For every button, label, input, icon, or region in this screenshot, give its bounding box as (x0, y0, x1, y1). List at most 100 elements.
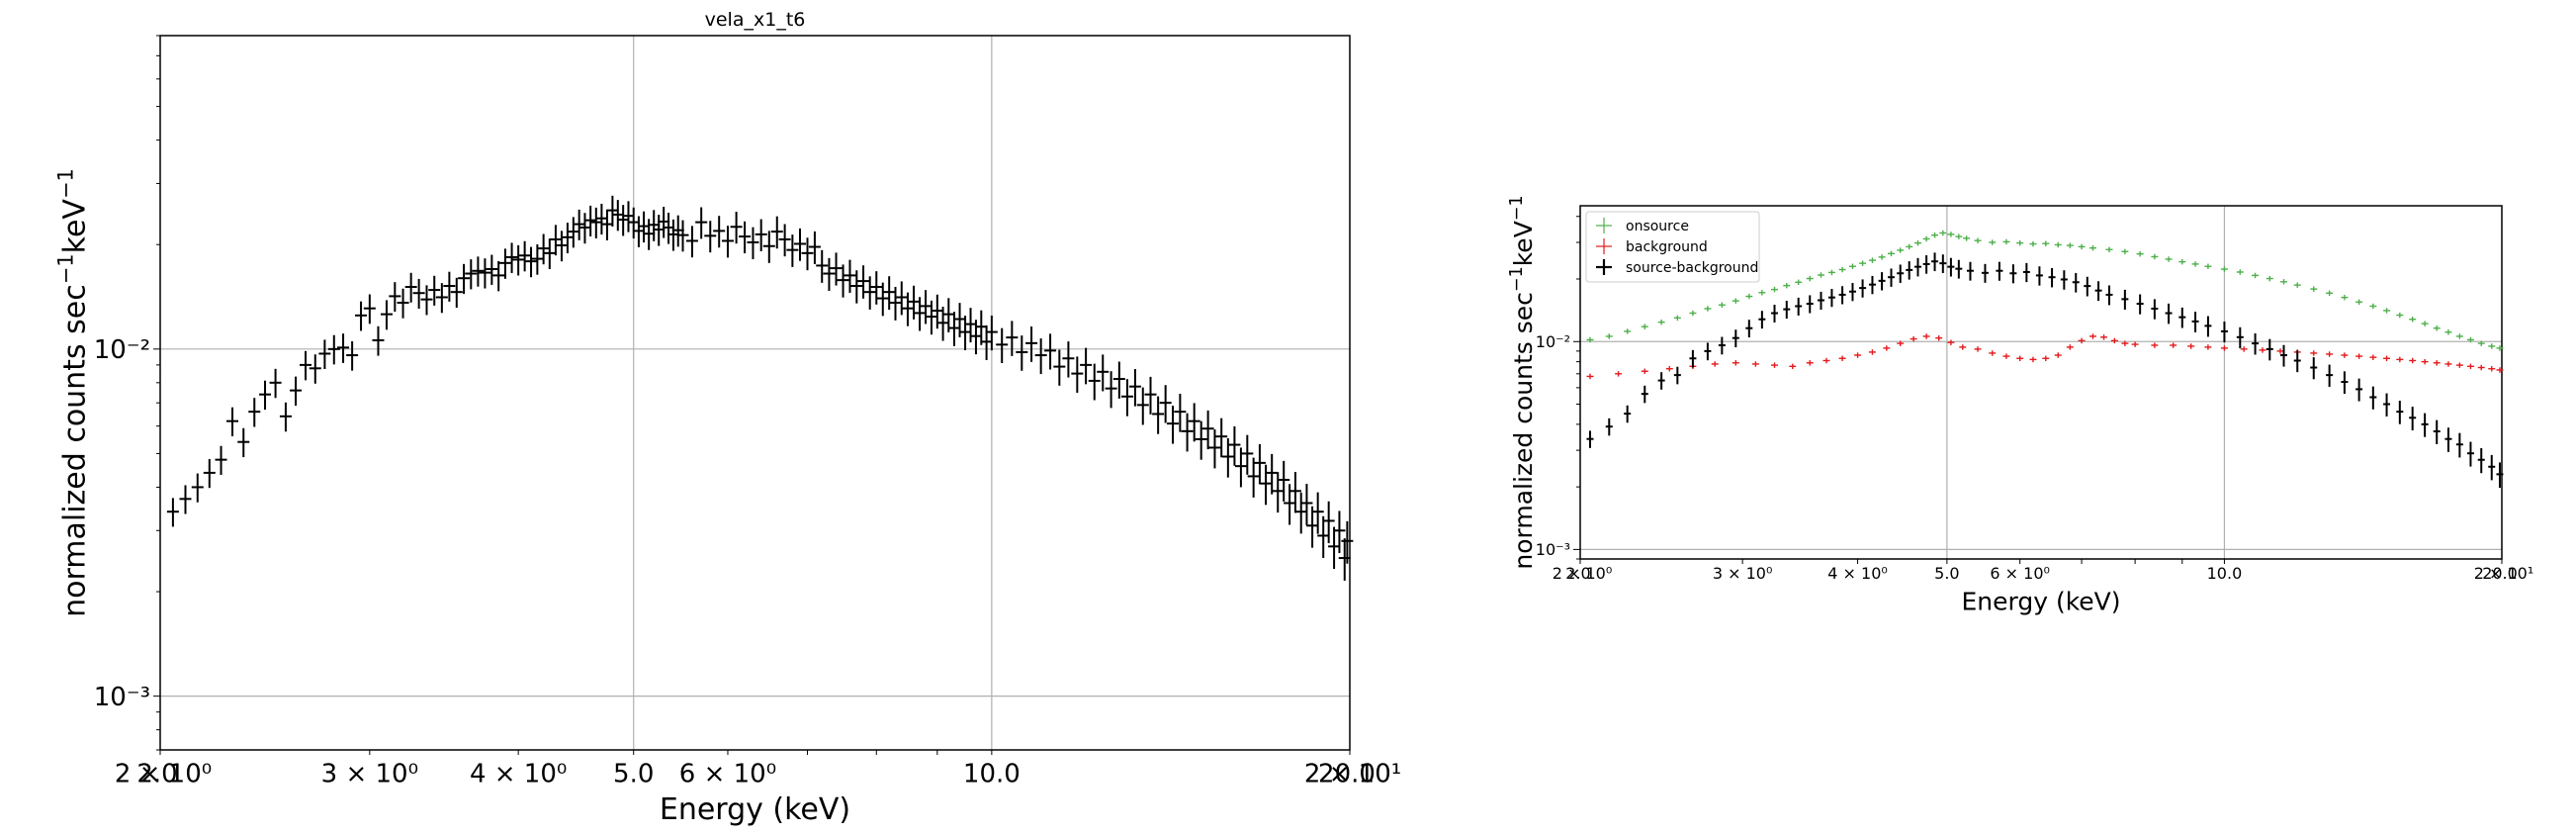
data-point (215, 445, 227, 475)
data-point (844, 259, 856, 293)
data-point (2409, 357, 2417, 364)
data-point (1241, 434, 1254, 475)
data-point (2136, 250, 2144, 257)
data-point (685, 226, 698, 258)
data-point (2191, 312, 2199, 332)
x-tick-label: 5.0 (1934, 564, 1959, 583)
chart-title: vela_x1_t6 (705, 9, 806, 31)
data-point (2105, 246, 2113, 253)
data-point (2355, 353, 2363, 359)
data-point (555, 231, 568, 262)
data-point (2066, 242, 2074, 248)
data-point (2191, 261, 2199, 267)
x-tick-label: 3 × 10⁰ (321, 760, 418, 789)
data-point (1859, 279, 1867, 298)
data-point (1341, 520, 1354, 564)
data-point (2220, 266, 2228, 272)
data-point (537, 233, 550, 265)
data-point (1795, 279, 1803, 286)
data-point (1159, 385, 1172, 423)
data-point (1174, 394, 1187, 432)
legend-entry: background (1596, 238, 1708, 255)
data-point (259, 380, 272, 411)
data-point (1221, 437, 1234, 478)
data-point (1673, 315, 1681, 322)
data-point (2369, 303, 2377, 310)
data-point (1306, 506, 1319, 548)
data-point (2488, 343, 2496, 349)
data-point (2466, 363, 2474, 370)
x-tick-label: 10.0 (2207, 564, 2243, 583)
data-point (1732, 360, 1739, 366)
data-point (486, 254, 498, 285)
data-point (1704, 306, 1712, 312)
data-point (606, 195, 619, 228)
data-point (1996, 261, 2003, 281)
data-point (2136, 294, 2144, 315)
data-point (1718, 336, 1726, 355)
data-point (1080, 347, 1093, 385)
y-axis-label-sup: −1 (1507, 266, 1527, 292)
data-point (2433, 419, 2441, 444)
data-point (1300, 484, 1313, 525)
data-point (1624, 405, 1632, 423)
data-point (327, 334, 340, 365)
data-point (1822, 357, 1830, 364)
data-point (2280, 344, 2288, 367)
data-point (389, 282, 401, 313)
axes-frame (159, 35, 1351, 751)
data-point (346, 340, 359, 371)
data-point (2100, 334, 2108, 340)
data-point (1827, 269, 1835, 276)
data-point (428, 275, 441, 306)
data-point (1897, 247, 1905, 253)
data-point (2072, 272, 2080, 293)
data-point (498, 248, 511, 279)
x-tick-label: 2 × 10¹ (1304, 760, 1401, 789)
data-point (1328, 526, 1341, 570)
data-point (786, 234, 799, 267)
data-point (2444, 329, 2452, 335)
data-point (985, 315, 998, 351)
legend: onsource background source-background (1585, 211, 1760, 283)
data-point (2022, 262, 2030, 283)
data-point (870, 271, 883, 305)
data-point (770, 216, 783, 249)
data-point (876, 282, 889, 317)
y-axis-label-text: normalized counts sec (1509, 292, 1538, 570)
data-point (1195, 420, 1207, 460)
data-point (363, 294, 376, 325)
x-minor-ticks (1579, 559, 2503, 564)
data-point (1322, 501, 1335, 544)
data-point (1105, 371, 1117, 409)
data-point (1745, 293, 1753, 300)
data-point (2131, 341, 2139, 347)
data-point (964, 308, 977, 343)
data-point (936, 307, 949, 341)
data-point (2488, 366, 2496, 372)
grid-lines (1580, 206, 2502, 559)
data-point (947, 312, 960, 346)
data-point (2088, 333, 2096, 339)
data-point (1931, 232, 1939, 238)
data-point (1922, 333, 1930, 339)
data-point (549, 225, 562, 256)
data-point (1878, 272, 1886, 291)
data-point (2054, 241, 2062, 248)
data-point (2042, 240, 2050, 247)
data-point (1848, 263, 1856, 270)
data-point (1931, 252, 1939, 272)
data-point (309, 354, 321, 384)
data-point (1838, 355, 1846, 362)
data-point (1044, 333, 1057, 370)
data-point (914, 297, 927, 331)
data-point (518, 240, 531, 272)
data-point (1234, 447, 1247, 488)
data-point (1641, 385, 1648, 404)
y-tick-labels: 10⁻² 10⁻³ (94, 335, 150, 712)
data-point (2084, 276, 2091, 297)
data-point (2002, 353, 2010, 359)
data-point (2259, 347, 2266, 353)
data-point (2252, 272, 2260, 279)
